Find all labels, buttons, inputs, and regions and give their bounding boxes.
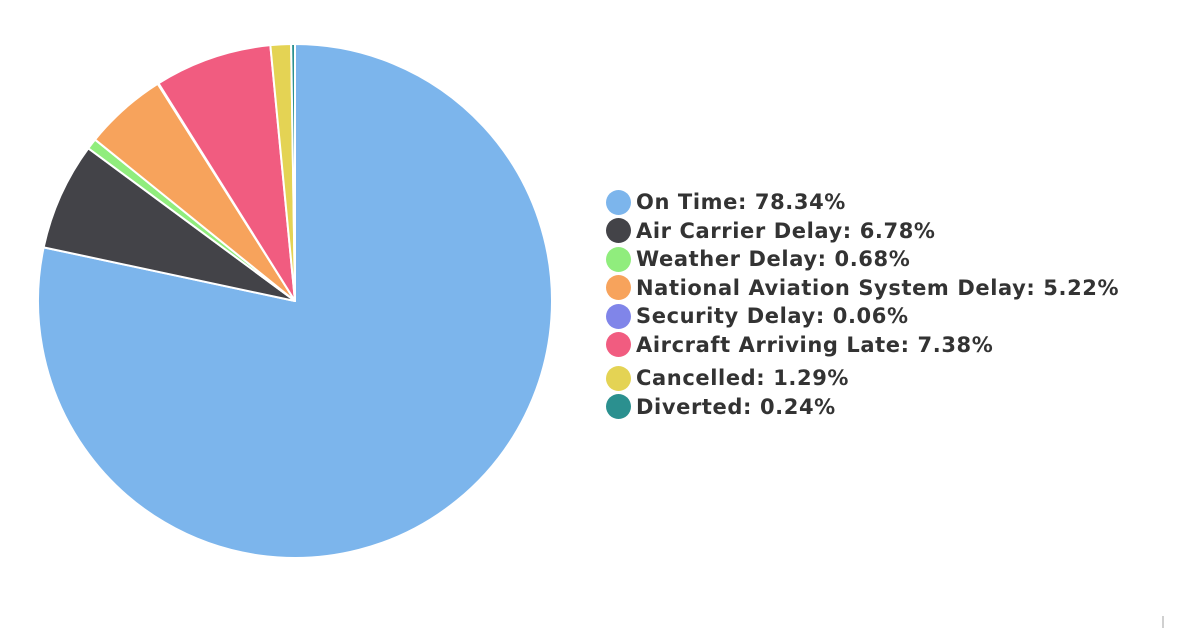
legend-marker [606,246,631,272]
legend-marker [606,218,631,244]
legend-item-weather-delay[interactable]: Weather Delay: 0.68% [606,245,1119,274]
legend-marker [606,394,631,420]
legend-item-cancelled[interactable]: Cancelled: 1.29% [606,364,1119,393]
legend-marker [606,365,631,391]
pie-slice-diverted[interactable] [290,43,296,302]
legend-marker [606,303,631,329]
divider [1162,616,1164,628]
legend: On Time: 78.34% Air Carrier Delay: 6.78%… [606,188,1119,421]
legend-item-aircraft-arriving-late[interactable]: Aircraft Arriving Late: 7.38% [606,331,1119,360]
pie-slice-aircraft-arriving-late[interactable] [157,44,296,302]
legend-label: Security Delay: 0.06% [636,304,909,329]
legend-marker [606,189,631,215]
legend-label: Aircraft Arriving Late: 7.38% [636,332,994,357]
legend-marker [606,332,631,358]
legend-marker [606,275,631,301]
pie-slice-on-time[interactable] [36,43,553,559]
legend-item-on-time[interactable]: On Time: 78.34% [606,188,1119,217]
legend-label: On Time: 78.34% [636,190,846,215]
pie-slice-air-carrier-delay[interactable] [42,147,296,302]
legend-label: National Aviation System Delay: 5.22% [636,275,1120,300]
legend-label: Diverted: 0.24% [636,394,836,419]
legend-label: Air Carrier Delay: 6.78% [636,218,936,243]
legend-label: Weather Delay: 0.68% [636,247,911,272]
legend-label: Cancelled: 1.29% [636,366,850,391]
pie-slices [36,43,553,559]
legend-item-national-aviation-system-delay[interactable]: National Aviation System Delay: 5.22% [606,274,1119,303]
legend-item-security-delay[interactable]: Security Delay: 0.06% [606,302,1119,331]
legend-item-diverted[interactable]: Diverted: 0.24% [606,393,1119,422]
legend-item-air-carrier-delay[interactable]: Air Carrier Delay: 6.78% [606,217,1119,246]
